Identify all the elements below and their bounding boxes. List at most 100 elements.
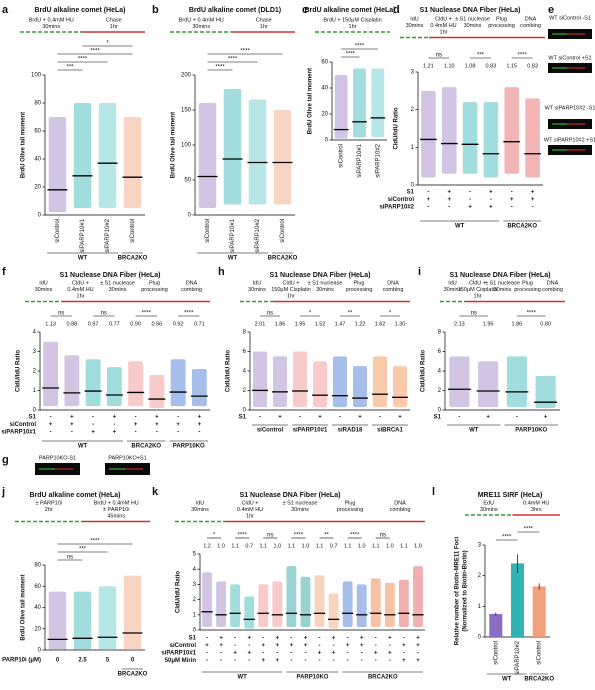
data-spread (202, 572, 212, 627)
row-mark: - (458, 415, 460, 421)
row-mark: + (70, 422, 74, 428)
ratio-label: 0.80 (540, 321, 551, 327)
data-spread (393, 366, 407, 408)
y-axis-label: Relative number of Biotin-MRE11 Foci (455, 536, 461, 645)
ratio-label: 1.86 (275, 321, 286, 327)
timeline-label: processing (514, 287, 541, 293)
y-axis-label: BrdU Olive tail moment (308, 68, 314, 134)
sig-label: ** (348, 311, 353, 317)
row-mark: + (531, 197, 535, 203)
row-mark: + (346, 643, 350, 649)
data-spread (48, 117, 67, 213)
row-mark: + (176, 422, 180, 428)
ratio-label: 1.1 (344, 543, 352, 549)
ratio-label: 1.30 (395, 321, 406, 327)
row-mark: + (276, 636, 280, 642)
sig-label: ns (267, 311, 273, 317)
ratio-label: 0.56 (152, 321, 163, 327)
timeline-label: 1hr (246, 513, 254, 519)
data-spread (353, 366, 367, 408)
image-caption: WT siPARP10#2 +S1 (544, 137, 595, 143)
y-tick-label: 1 (193, 612, 197, 618)
row-mark: - (92, 422, 94, 428)
row-mark: - (113, 422, 115, 428)
data-spread (334, 75, 348, 139)
ratio-label: 1.86 (512, 321, 523, 327)
timeline-label: EdU (483, 500, 494, 506)
group-label: BRCA2KO (368, 675, 398, 681)
timeline-label: 30mins (464, 23, 482, 29)
panel-title: BrdU alkaline comet (HeLa) (304, 7, 395, 14)
timeline-label: DNA (394, 500, 406, 506)
x-tick-label: siControl (130, 219, 136, 243)
ratio-label: 1.22 (355, 321, 366, 327)
bar (532, 586, 546, 637)
y-tick-label: 2 (438, 388, 442, 394)
panel-title: BrdU alkaline comet (DLD1) (189, 7, 281, 14)
timeline-label: processing (337, 507, 364, 513)
row-mark: + (155, 415, 159, 421)
row-mark: + (358, 415, 362, 421)
row-mark: - (347, 651, 349, 657)
sig-label: **** (355, 44, 365, 50)
y-tick-label: 0 (325, 138, 329, 144)
sig-label: *** (66, 65, 74, 71)
row-mark: + (70, 415, 74, 421)
y-tick-label: 20 (34, 185, 41, 191)
group-label: PARP10KO (515, 428, 547, 434)
row-mark: - (50, 430, 52, 436)
data-spread (273, 110, 292, 205)
bar (489, 614, 503, 637)
y-tick-label: 0 (38, 648, 42, 654)
row-mark: - (177, 415, 179, 421)
y-tick-label: 8 (438, 330, 442, 336)
image-caption: PARP10KO+S1 (108, 455, 147, 461)
row-mark: - (375, 643, 377, 649)
row-mark: - (220, 658, 222, 664)
data-spread (328, 593, 339, 629)
sig-label: **** (142, 311, 152, 317)
image-caption: PARP10KO-S1 (39, 455, 76, 461)
row-mark: - (403, 636, 405, 642)
group-label: PARP10KO (297, 675, 329, 681)
timeline-label: 150μM Cisplatin (271, 287, 311, 293)
sig-label: **** (502, 535, 512, 541)
y-tick-label: 4 (193, 567, 197, 573)
row-mark: - (511, 205, 513, 211)
data-spread (373, 356, 387, 408)
row-mark: + (113, 430, 117, 436)
row-mark: + (198, 422, 202, 428)
row-mark: - (135, 430, 137, 436)
data-spread (441, 87, 457, 174)
row-mark: + (290, 643, 294, 649)
x-tick-label: siControl (339, 144, 345, 168)
y-tick-label: 50 (184, 178, 191, 184)
sig-label: ns (58, 311, 64, 317)
image-caption: WT siPARP10#2 -S1 (545, 105, 595, 111)
row-mark: - (490, 197, 492, 203)
row-label: siPARP10#1 (1, 430, 36, 436)
row-mark: + (398, 415, 402, 421)
row-mark: - (417, 651, 419, 657)
row-mark: + (388, 651, 392, 657)
panel-title: S1 Nuclease DNA Fiber (HeLa) (450, 272, 551, 279)
data-spread (384, 582, 395, 627)
row-mark: + (49, 422, 53, 428)
panel-letter: k (152, 486, 159, 498)
data-spread (398, 579, 409, 627)
row-mark: - (427, 205, 429, 211)
y-tick-label: 60 (34, 129, 41, 135)
sig-label: ns (67, 555, 73, 561)
timeline-label: Chase (256, 17, 272, 23)
sig-label: **** (527, 311, 537, 317)
row-mark: - (532, 205, 534, 211)
ratio-label: 1.1 (231, 543, 239, 549)
data-spread (370, 578, 381, 627)
data-spread (216, 581, 227, 627)
sig-label: ns (471, 311, 477, 317)
y-tick-label: 200 (181, 73, 192, 79)
data-spread (230, 584, 241, 627)
sig-label: **** (294, 533, 304, 539)
row-mark: + (402, 658, 406, 664)
row-mark: - (290, 658, 292, 664)
